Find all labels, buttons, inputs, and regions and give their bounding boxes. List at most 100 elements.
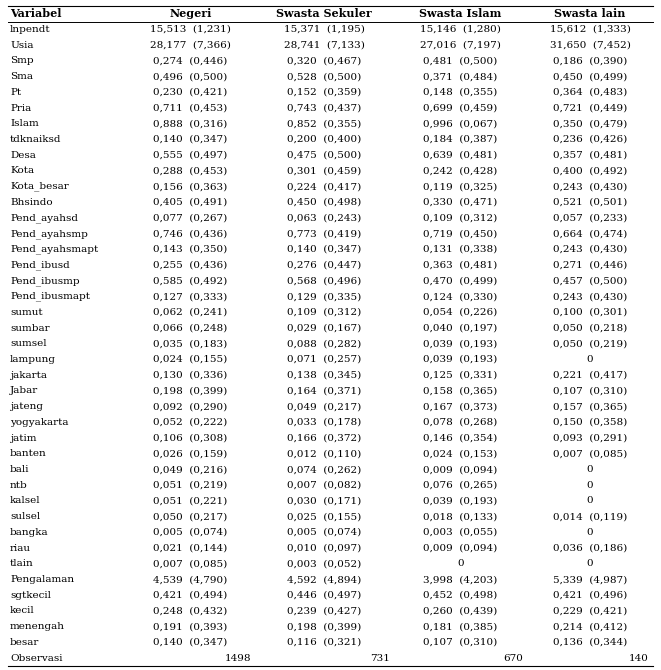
Text: 0,063  (0,243): 0,063 (0,243): [288, 214, 362, 222]
Text: Variabel: Variabel: [10, 8, 61, 19]
Text: 0,852  (0,355): 0,852 (0,355): [288, 119, 362, 128]
Text: 0,236  (0,426): 0,236 (0,426): [553, 135, 627, 144]
Text: 3,998  (4,203): 3,998 (4,203): [423, 575, 498, 584]
Text: jakarta: jakarta: [10, 371, 47, 380]
Text: 0,568  (0,496): 0,568 (0,496): [288, 277, 362, 285]
Text: 0,007  (0,082): 0,007 (0,082): [288, 481, 362, 490]
Text: Bhsindo: Bhsindo: [10, 198, 53, 207]
Text: bangka: bangka: [10, 528, 49, 537]
Text: 0,229  (0,421): 0,229 (0,421): [553, 606, 627, 616]
Text: 0,363  (0,481): 0,363 (0,481): [423, 261, 498, 270]
Text: 0: 0: [587, 528, 594, 537]
Text: 5,339  (4,987): 5,339 (4,987): [553, 575, 627, 584]
Text: 27,016  (7,197): 27,016 (7,197): [420, 41, 501, 50]
Text: jatim: jatim: [10, 433, 36, 443]
Text: 0,035  (0,183): 0,035 (0,183): [153, 339, 227, 348]
Text: Kota_besar: Kota_besar: [10, 182, 69, 192]
Text: 0,167  (0,373): 0,167 (0,373): [423, 402, 498, 411]
Text: 0,521  (0,501): 0,521 (0,501): [553, 198, 627, 207]
Text: kecil: kecil: [10, 606, 35, 616]
Text: 0,024  (0,155): 0,024 (0,155): [153, 355, 227, 364]
Text: 0,239  (0,427): 0,239 (0,427): [288, 606, 362, 616]
Text: 0,719  (0,450): 0,719 (0,450): [423, 229, 498, 239]
Text: 0,400  (0,492): 0,400 (0,492): [553, 166, 627, 176]
Text: 0,005  (0,074): 0,005 (0,074): [153, 528, 227, 537]
Text: 0,158  (0,365): 0,158 (0,365): [423, 387, 498, 395]
Text: Pend_ayahsmapt: Pend_ayahsmapt: [10, 245, 98, 255]
Text: 0,405  (0,491): 0,405 (0,491): [153, 198, 227, 207]
Text: 0: 0: [587, 496, 594, 505]
Text: 0,036  (0,186): 0,036 (0,186): [553, 543, 627, 553]
Text: 0,200  (0,400): 0,200 (0,400): [288, 135, 362, 144]
Text: Pend_ayahsd: Pend_ayahsd: [10, 213, 78, 223]
Text: 0,214  (0,412): 0,214 (0,412): [553, 622, 627, 631]
Text: Observasi: Observasi: [10, 654, 63, 663]
Text: 0,109  (0,312): 0,109 (0,312): [423, 214, 498, 222]
Text: 0,166  (0,372): 0,166 (0,372): [288, 433, 362, 443]
Text: 0,146  (0,354): 0,146 (0,354): [423, 433, 498, 443]
Text: 0,699  (0,459): 0,699 (0,459): [423, 104, 498, 113]
Text: 0,131  (0,338): 0,131 (0,338): [423, 245, 498, 254]
Text: 0,330  (0,471): 0,330 (0,471): [423, 198, 498, 207]
Text: 0,585  (0,492): 0,585 (0,492): [153, 277, 227, 285]
Text: 0,100  (0,301): 0,100 (0,301): [553, 308, 627, 317]
Text: 0,452  (0,498): 0,452 (0,498): [423, 591, 498, 600]
Text: 0,243  (0,430): 0,243 (0,430): [553, 245, 627, 254]
Text: 0,025  (0,155): 0,025 (0,155): [288, 512, 362, 521]
Text: 0: 0: [587, 559, 594, 568]
Text: Pend_ibusmapt: Pend_ibusmapt: [10, 292, 90, 302]
Text: Usia: Usia: [10, 41, 34, 50]
Text: 15,146  (1,280): 15,146 (1,280): [420, 25, 501, 34]
Text: 0,555  (0,497): 0,555 (0,497): [153, 151, 227, 159]
Text: sumsel: sumsel: [10, 339, 47, 348]
Text: kalsel: kalsel: [10, 496, 40, 505]
Text: Pend_ibusd: Pend_ibusd: [10, 261, 70, 270]
Text: 0,018  (0,133): 0,018 (0,133): [423, 512, 498, 521]
Text: lampung: lampung: [10, 355, 56, 364]
Text: 0,140  (0,347): 0,140 (0,347): [153, 135, 227, 144]
Text: sulsel: sulsel: [10, 512, 40, 521]
Text: 0,450  (0,498): 0,450 (0,498): [288, 198, 362, 207]
Text: 0,138  (0,345): 0,138 (0,345): [288, 371, 362, 380]
Text: 0,076  (0,265): 0,076 (0,265): [423, 481, 498, 490]
Text: 0,057  (0,233): 0,057 (0,233): [553, 214, 627, 222]
Text: bali: bali: [10, 465, 30, 474]
Text: 0,052  (0,222): 0,052 (0,222): [153, 418, 227, 427]
Text: 0,039  (0,193): 0,039 (0,193): [423, 355, 498, 364]
Text: 0,446  (0,497): 0,446 (0,497): [288, 591, 362, 600]
Text: 0,029  (0,167): 0,029 (0,167): [288, 324, 362, 332]
Text: 0,773  (0,419): 0,773 (0,419): [288, 229, 362, 239]
Text: 0,528  (0,500): 0,528 (0,500): [288, 72, 362, 81]
Text: Swasta Sekuler: Swasta Sekuler: [276, 8, 372, 19]
Text: 0,198  (0,399): 0,198 (0,399): [153, 387, 227, 395]
Text: 0,129  (0,335): 0,129 (0,335): [288, 292, 362, 301]
Text: Kota: Kota: [10, 166, 34, 176]
Text: 0,009  (0,094): 0,009 (0,094): [423, 465, 498, 474]
Text: tlain: tlain: [10, 559, 34, 568]
Text: 0,271  (0,446): 0,271 (0,446): [553, 261, 627, 270]
Text: 0,148  (0,355): 0,148 (0,355): [423, 88, 498, 97]
Text: 0,030  (0,171): 0,030 (0,171): [288, 496, 362, 505]
Text: 0,003  (0,055): 0,003 (0,055): [423, 528, 498, 537]
Text: 0,062  (0,241): 0,062 (0,241): [153, 308, 227, 317]
Text: 1498: 1498: [225, 654, 251, 663]
Text: 4,592  (4,894): 4,592 (4,894): [288, 575, 362, 584]
Text: jateng: jateng: [10, 402, 43, 411]
Text: 0,078  (0,268): 0,078 (0,268): [423, 418, 498, 427]
Text: 15,371  (1,195): 15,371 (1,195): [284, 25, 365, 34]
Text: 0,475  (0,500): 0,475 (0,500): [288, 151, 362, 159]
Text: 0,743  (0,437): 0,743 (0,437): [288, 104, 362, 113]
Text: 0,003  (0,052): 0,003 (0,052): [288, 559, 362, 568]
Text: Smp: Smp: [10, 56, 34, 66]
Text: 0,107  (0,310): 0,107 (0,310): [423, 638, 498, 647]
Text: 0,024  (0,153): 0,024 (0,153): [423, 450, 498, 458]
Text: Islam: Islam: [10, 119, 39, 128]
Text: Pend_ayahsmp: Pend_ayahsmp: [10, 229, 88, 239]
Text: Pend_ibusmp: Pend_ibusmp: [10, 276, 79, 286]
Text: 0,152  (0,359): 0,152 (0,359): [288, 88, 362, 97]
Text: 0,050  (0,218): 0,050 (0,218): [553, 324, 627, 332]
Text: riau: riau: [10, 543, 31, 553]
Text: 15,612  (1,333): 15,612 (1,333): [550, 25, 631, 34]
Text: 0,888  (0,316): 0,888 (0,316): [153, 119, 227, 128]
Text: 0,421  (0,496): 0,421 (0,496): [553, 591, 627, 600]
